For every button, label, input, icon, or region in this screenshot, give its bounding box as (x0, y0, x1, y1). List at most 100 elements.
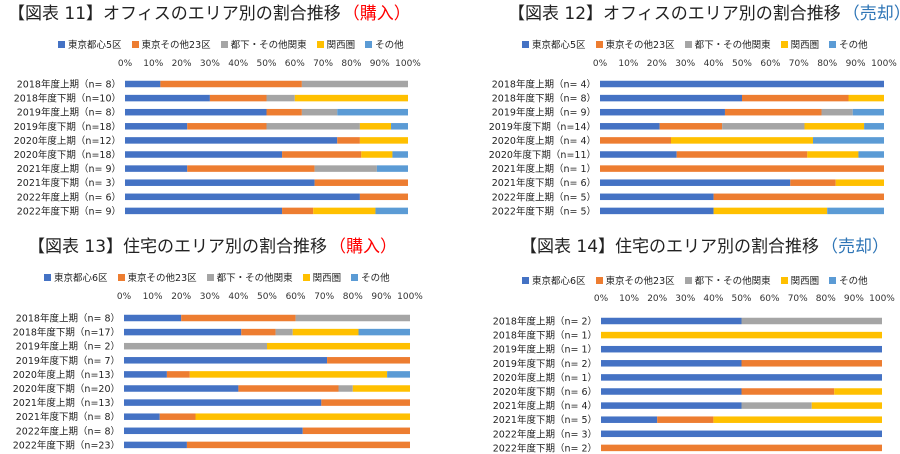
x-tick-label: 100% (395, 59, 421, 69)
category-label: 2019年度下期（n=18） (14, 121, 121, 133)
bar-segment (125, 151, 283, 158)
legend-swatch (684, 276, 692, 284)
bar-segment (337, 108, 408, 116)
bar-segment (659, 123, 723, 130)
bar-segment (124, 427, 303, 435)
category-label: 2021年度上期（n= 9） (17, 163, 121, 175)
chart-title-text-13: 【図表 13】住宅のエリア別の割合推移 (28, 237, 328, 257)
bar-chart-12: 0% 10% 20% 30% 40% 50% 60% 70% 80% 90% 100% 2018年度上… (489, 59, 898, 217)
bar-segment (189, 371, 388, 378)
category-label: 2020年度上期（n=13） (13, 369, 120, 381)
bar-segment (741, 317, 882, 325)
bar-segment (358, 328, 410, 336)
bar-segment (671, 137, 813, 144)
legend-swatch (365, 40, 373, 48)
x-tick-label: 40% (703, 294, 723, 304)
category-label: 2019年度下期（n= 2） (493, 358, 597, 370)
category-label: 2019年度上期（n= 1） (493, 344, 597, 356)
bar-segment (601, 331, 882, 339)
category-label: 2019年度下期（n=14） (489, 121, 596, 133)
x-tick-label: 40% (228, 292, 248, 302)
legend-item-1: 東京都心6区 (522, 273, 586, 287)
bar-segment (314, 179, 408, 186)
category-label: 2021年度下期（n= 6） (492, 177, 596, 189)
legend-label: 都下・その他関東 (694, 40, 771, 51)
legend-label: 関西圏 (790, 276, 820, 287)
bar-segment (125, 123, 188, 130)
x-tick-label: 10% (143, 292, 163, 302)
legend-swatch (684, 40, 692, 48)
bar-segment (266, 94, 295, 102)
x-tick-label: 20% (647, 294, 667, 304)
legend-item-1: 東京都心5区 (58, 37, 122, 51)
legend-label: 東京都心5区 (532, 40, 586, 51)
bar-segment (790, 179, 836, 186)
bar-segment (600, 179, 791, 186)
bar-segment (321, 399, 410, 406)
bar-segment (601, 388, 742, 395)
bar-segment (600, 123, 660, 130)
x-tick-label: 40% (704, 59, 724, 69)
bar-segment (835, 179, 884, 186)
x-tick-label: 90% (846, 59, 866, 69)
x-tick-label: 30% (675, 294, 695, 304)
category-label: 2019年度下期（n= 7） (16, 355, 120, 367)
bar-segment (713, 416, 882, 423)
legend-label: 都下・その他関東 (216, 273, 293, 284)
bar-segment (301, 80, 408, 88)
chart-panel-12: 【図表 12】オフィスのエリア別の割合推移（売却） 東京都心5区 東京その他23… (450, 0, 900, 227)
bar-segment (601, 430, 882, 438)
legend-14: 東京都心6区 東京その他23区 都下・その他関東 関西圏 その他 (522, 273, 868, 287)
x-tick-label: 60% (285, 59, 305, 69)
legend-item-2: 東京その他23区 (595, 37, 675, 51)
legend-label: 東京その他23区 (141, 40, 211, 51)
x-tick-label: 60% (760, 294, 780, 304)
legend-swatch (780, 276, 788, 284)
bar-segment (295, 314, 410, 322)
x-tick-label: 10% (618, 59, 638, 69)
bar-segment (834, 388, 882, 395)
legend-label: 関西圏 (326, 40, 356, 51)
bar-segment (811, 402, 882, 409)
bar-segment (864, 123, 884, 130)
bar-segment (741, 402, 812, 409)
bar-segment (713, 193, 884, 201)
x-tick-label: 30% (675, 59, 695, 69)
bar-segment (125, 179, 315, 186)
bar-segment (361, 151, 393, 158)
chart-title-suffix-14: （売却） (821, 237, 890, 257)
legend-item-5: その他 (829, 37, 868, 51)
category-label: 2021年度上期（n= 4） (493, 400, 597, 412)
bar-segment (125, 94, 210, 102)
bar-segment (722, 123, 805, 130)
bar-segment (804, 123, 865, 130)
legend-label: 都下・その他関東 (694, 276, 771, 287)
chart-title-13: 【図表 13】住宅のエリア別の割合推移 （購入） (28, 237, 397, 257)
legend-item-2: 東京その他23区 (595, 273, 675, 287)
legend-12: 東京都心5区 東京その他23区 都下・その他関東 関西圏 その他 (522, 37, 868, 51)
x-tick-label: 80% (817, 59, 837, 69)
bar-segment (124, 371, 167, 378)
x-tick-label: 30% (200, 292, 220, 302)
category-label: 2021年度下期（n= 8） (16, 411, 120, 423)
bar-segment (375, 207, 408, 215)
legend-item-2: 東京その他23区 (117, 270, 197, 284)
bar-segment (359, 193, 408, 201)
bar-segment (827, 207, 884, 215)
legend-label: 東京その他23区 (605, 276, 675, 287)
bar-segment (601, 317, 742, 325)
x-tick-label: 100% (871, 59, 897, 69)
legend-item-3: 都下・その他関東 (206, 270, 293, 284)
bar-segment (124, 328, 242, 336)
bar-segment (124, 413, 160, 420)
bar-segment (600, 207, 714, 215)
legend-item-1: 東京都心6区 (44, 270, 108, 284)
category-label: 2022年度下期（n= 5） (492, 205, 596, 217)
bar-segment (187, 165, 315, 172)
bar-segment (124, 399, 322, 406)
bar-segment (301, 108, 338, 116)
category-label: 2018年度上期（n= 2） (493, 316, 597, 328)
bar-segment (600, 151, 677, 158)
bar-segment (124, 441, 187, 449)
category-label: 2022年度下期（n= 9） (17, 205, 121, 217)
